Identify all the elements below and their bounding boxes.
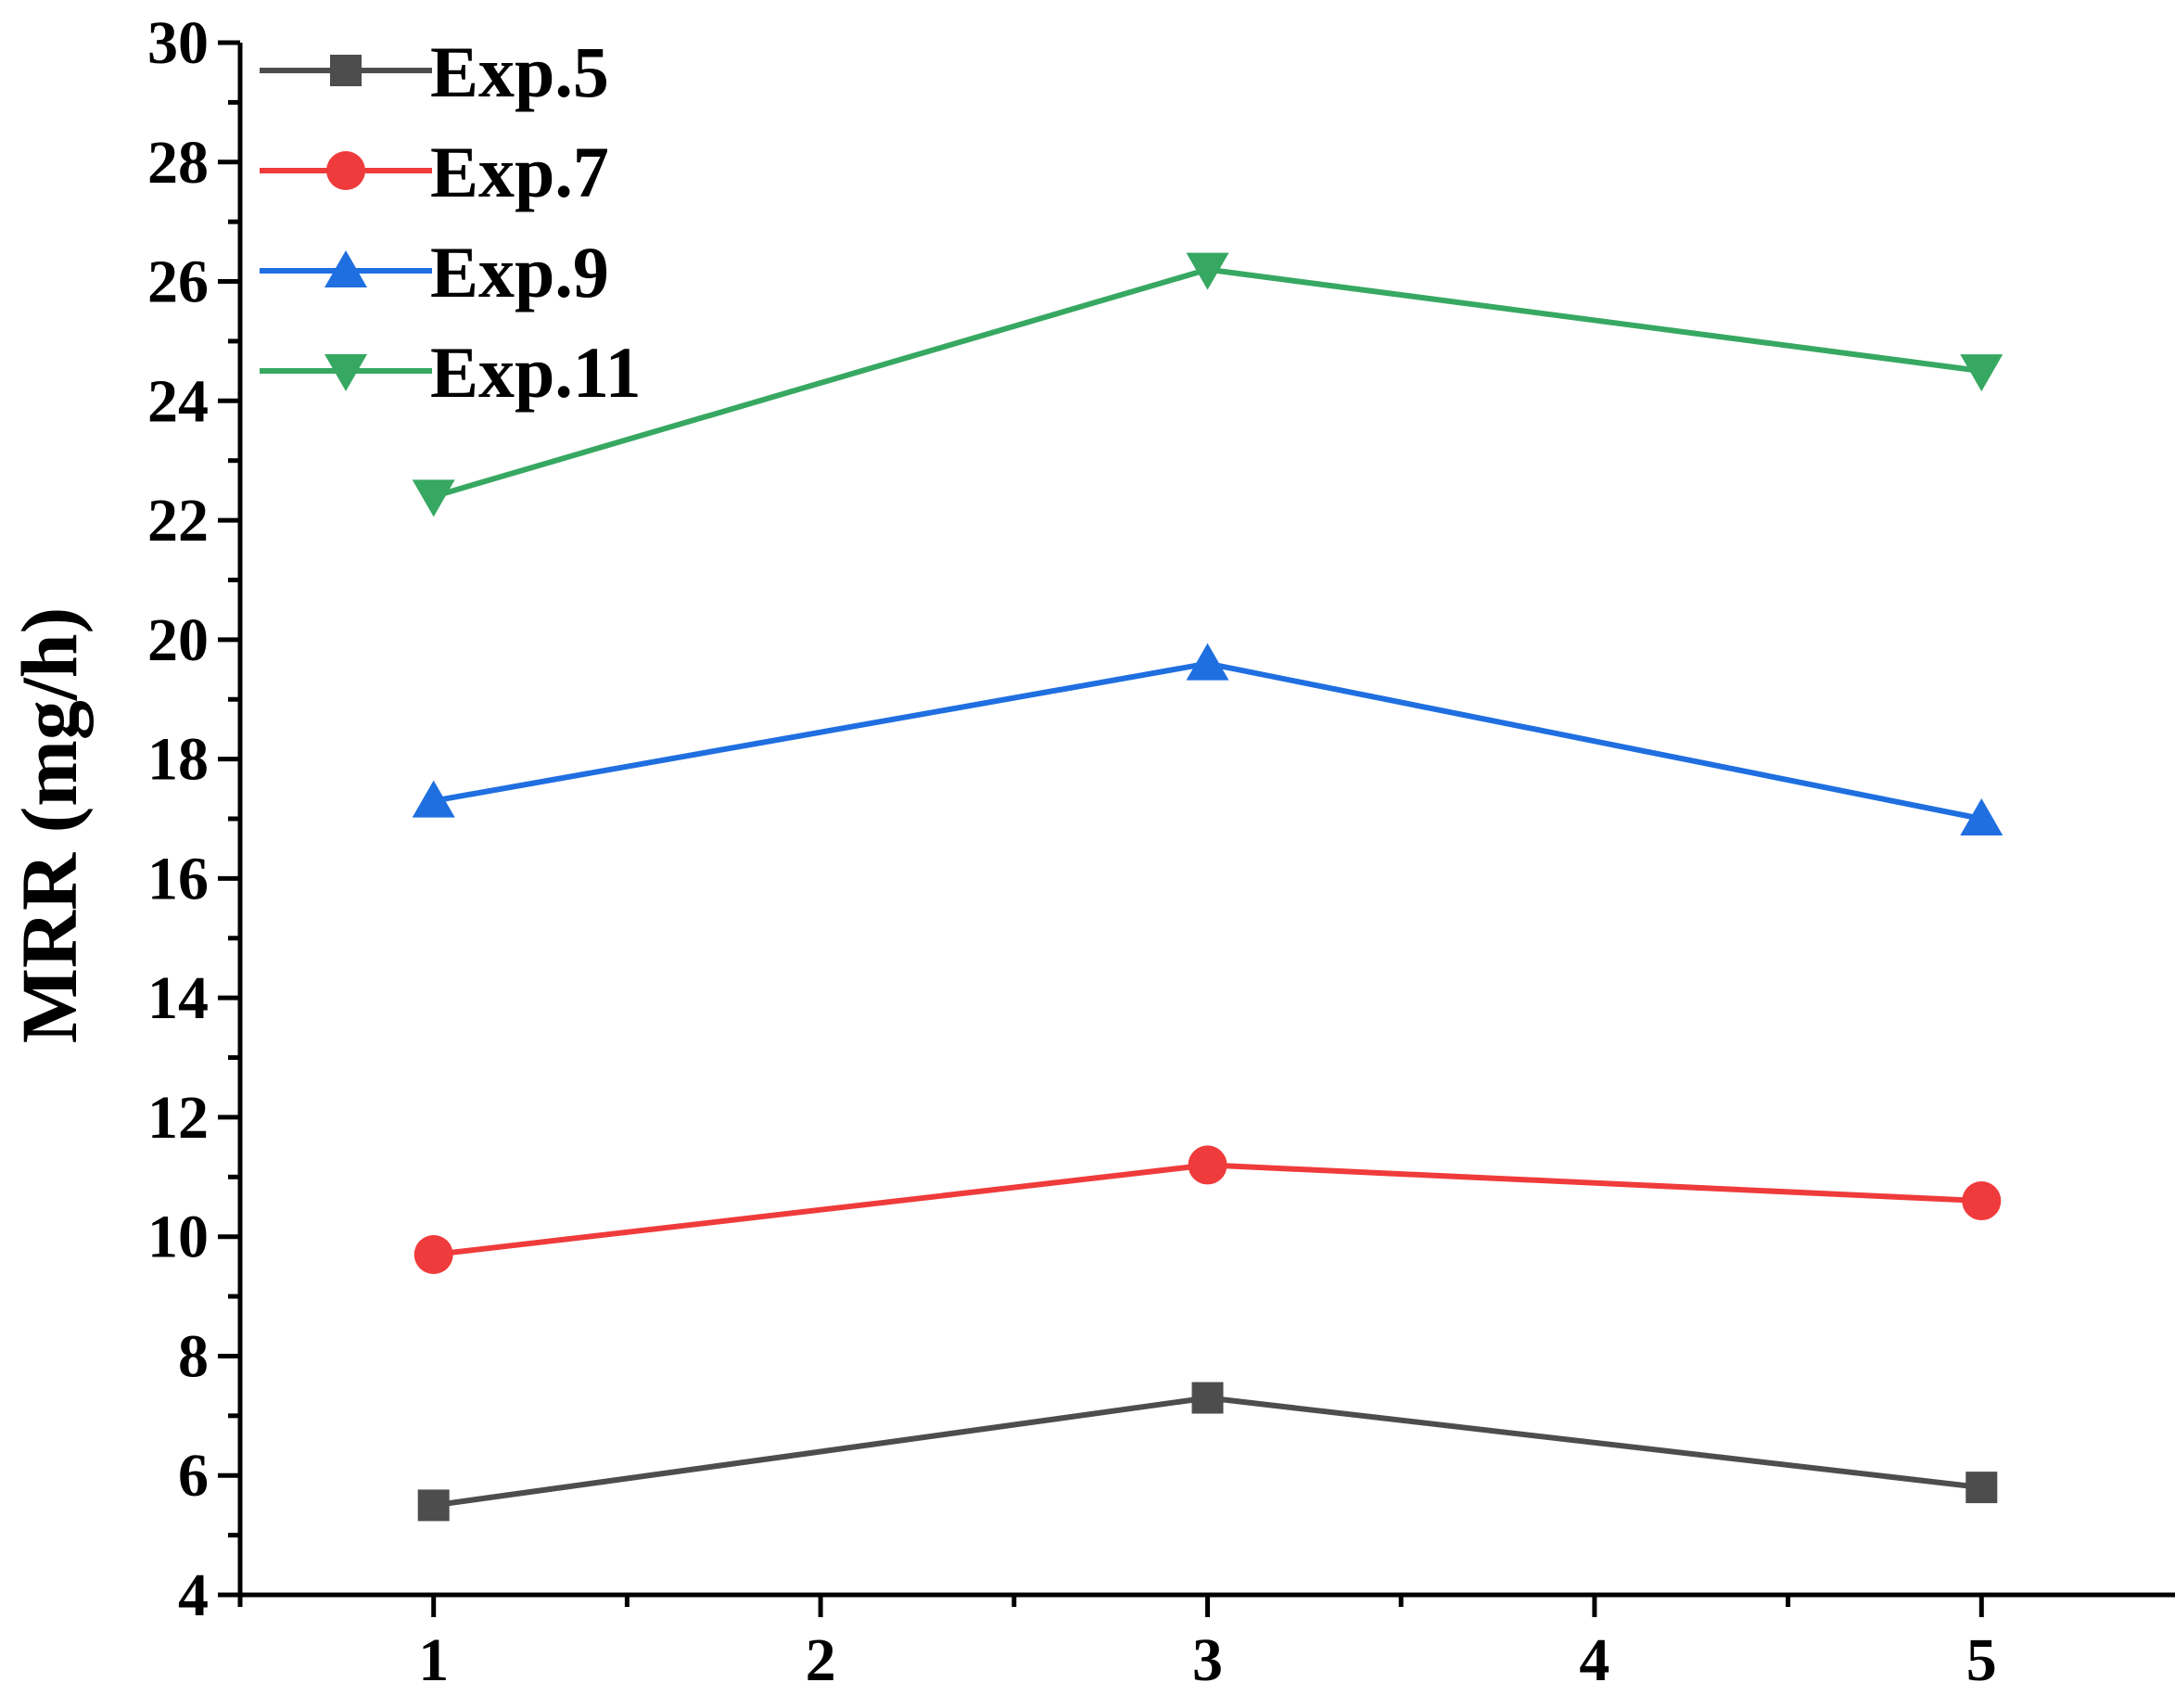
data-point <box>1191 1382 1224 1414</box>
series-line <box>432 266 1982 500</box>
y-tick-label: 26 <box>147 249 209 316</box>
legend-label: Exp.11 <box>430 332 642 413</box>
x-tick-label: 5 <box>1966 1626 1997 1694</box>
y-axis-title: MRR (mg/h) <box>5 607 94 1044</box>
data-point <box>1960 354 2003 392</box>
x-tick-label: 2 <box>806 1626 836 1694</box>
legend-item: Exp.5 <box>260 32 609 112</box>
data-point <box>1965 1472 1998 1504</box>
data-point <box>412 780 455 818</box>
legend-label: Exp.5 <box>430 32 609 112</box>
series-exp-11 <box>412 252 2003 517</box>
data-point <box>1962 1181 2002 1221</box>
y-tick-label: 22 <box>147 487 209 554</box>
data-point <box>412 479 455 517</box>
y-tick-label: 12 <box>147 1084 209 1152</box>
data-point <box>413 1235 453 1275</box>
series-line <box>433 1395 1982 1509</box>
legend: Exp.5 Exp.7 Exp.9 Exp.11 <box>260 32 642 413</box>
y-tick-label: 4 <box>178 1561 209 1629</box>
y-tick-label: 30 <box>147 9 209 77</box>
y-tick-label: 24 <box>147 367 209 435</box>
x-tick-label: 3 <box>1192 1626 1223 1694</box>
y-tick-label: 14 <box>147 964 209 1032</box>
data-point <box>417 1489 450 1522</box>
y-tick-label: 16 <box>147 845 209 912</box>
legend-label: Exp.9 <box>430 232 609 312</box>
x-tick-label: 4 <box>1579 1626 1609 1694</box>
legend-marker <box>324 250 367 287</box>
series-layer <box>412 252 2003 1522</box>
series-exp-9 <box>412 643 2003 835</box>
legend-marker <box>330 55 362 86</box>
legend-item: Exp.9 <box>260 232 609 312</box>
y-tick-label: 28 <box>147 129 209 197</box>
series-exp-5 <box>417 1382 1998 1522</box>
y-tick-label: 18 <box>147 726 209 794</box>
series-exp-7 <box>413 1145 2002 1275</box>
data-point <box>1186 643 1229 681</box>
legend-marker <box>326 151 365 190</box>
legend-label: Exp.7 <box>430 132 609 212</box>
y-tick-label: 8 <box>178 1322 209 1390</box>
series-line <box>433 660 1982 822</box>
y-tick-label: 10 <box>147 1204 209 1271</box>
x-tick-label: 1 <box>418 1626 449 1694</box>
legend-item: Exp.11 <box>260 332 642 413</box>
data-point <box>1960 798 2003 835</box>
legend-item: Exp.7 <box>260 132 609 212</box>
legend-marker <box>324 354 367 391</box>
data-point <box>1186 252 1229 290</box>
y-tick-label: 20 <box>147 606 209 674</box>
y-tick-label: 6 <box>178 1442 209 1510</box>
data-point <box>1188 1145 1227 1185</box>
